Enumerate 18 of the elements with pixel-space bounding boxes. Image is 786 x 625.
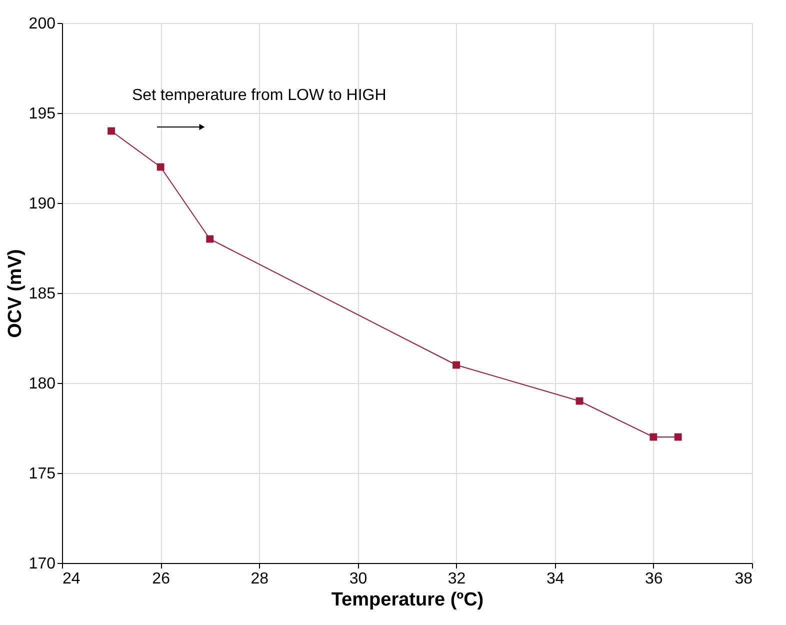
y-tick-label: 170	[28, 556, 56, 572]
annotation: Set temperature from LOW to HIGH	[132, 87, 386, 104]
x-tick-label: 36	[645, 570, 663, 588]
y-tick-label: 175	[28, 466, 56, 482]
x-tick-label: 32	[448, 570, 466, 588]
x-tick-label: 24	[62, 570, 80, 588]
x-tick-label: 34	[546, 570, 564, 588]
y-tick-label: 200	[28, 16, 56, 32]
x-tick-label: 30	[349, 570, 368, 588]
x-tick-label: 38	[734, 570, 753, 588]
y-tick-label: 190	[28, 196, 56, 212]
x-tick-label: 26	[152, 570, 170, 588]
y-tick-label: 185	[28, 286, 56, 302]
y-tick-label: 180	[28, 376, 56, 392]
x-tick-label: 28	[250, 570, 269, 588]
y-axis-title: OCV (mV)	[4, 249, 26, 338]
y-tick-label: 195	[28, 106, 56, 122]
x-axis-title: Temperature (ºC)	[331, 590, 484, 610]
